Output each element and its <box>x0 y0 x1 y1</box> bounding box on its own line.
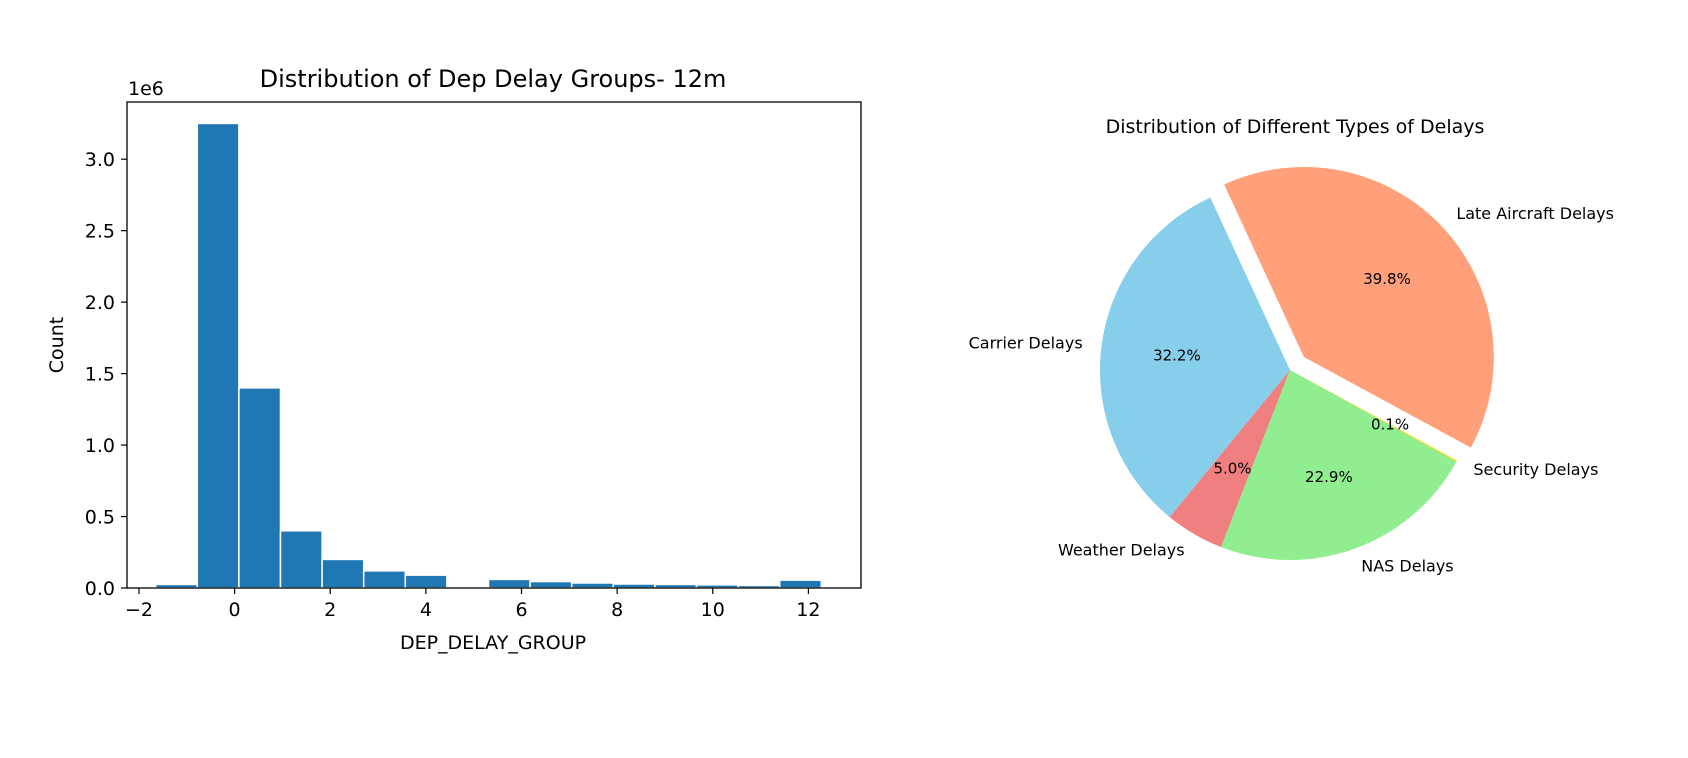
y-axis-ticks: 0.0 0.5 1.0 1.5 2.0 2.5 3.0 <box>85 149 127 600</box>
pie-slice <box>1290 370 1458 462</box>
histogram-bar <box>196 122 240 589</box>
x-axis-ticks: −2 0 2 4 6 8 10 12 <box>125 588 820 621</box>
pie-title: Distribution of Different Types of Delay… <box>1106 116 1485 138</box>
histogram-bar <box>529 580 573 589</box>
pie-percent-label: 22.9% <box>1305 468 1353 486</box>
pie-slice-label: Carrier Delays <box>969 334 1083 353</box>
histogram-bar <box>321 558 365 589</box>
histogram-bar <box>362 570 407 589</box>
y-tick-label: 2.5 <box>85 221 115 243</box>
histogram-bar <box>238 387 282 589</box>
histogram-bar <box>279 530 323 589</box>
y-axis-offset-text: 1e6 <box>128 78 164 100</box>
y-tick-label: 1.5 <box>85 364 115 386</box>
pie-slice-label: Security Delays <box>1473 460 1598 479</box>
histogram-plot-frame <box>126 101 862 589</box>
x-tick-label: 0 <box>229 599 241 621</box>
pie-slice <box>1169 370 1290 548</box>
y-axis-label: Count <box>46 317 68 373</box>
histogram-title: Distribution of Dep Delay Groups- 12m <box>260 65 727 93</box>
pie-percent-label: 39.8% <box>1363 270 1411 288</box>
x-tick-label: 12 <box>796 599 820 621</box>
histogram-bar <box>404 574 448 589</box>
x-axis-label: DEP_DELAY_GROUP <box>400 632 586 654</box>
y-tick-label: 0.5 <box>85 507 115 529</box>
y-tick-label: 0.0 <box>85 578 115 600</box>
histogram-bar <box>487 578 531 589</box>
x-tick-label: 4 <box>420 599 432 621</box>
y-tick-label: 1.0 <box>85 435 115 457</box>
pie-slice <box>1221 370 1457 560</box>
pie-percent-label: 0.1% <box>1371 416 1409 434</box>
x-tick-label: 8 <box>611 599 623 621</box>
y-tick-label: 2.0 <box>85 292 115 314</box>
histogram-bar <box>570 582 615 589</box>
pie-slices <box>1100 167 1494 560</box>
x-tick-label: 10 <box>701 599 725 621</box>
pie-slice-label: Weather Delays <box>1058 540 1185 559</box>
pie-chart: Distribution of Different Types of Delay… <box>969 116 1614 575</box>
histogram-bar <box>778 579 823 589</box>
x-tick-label: 6 <box>515 599 527 621</box>
x-tick-label: −2 <box>125 599 153 621</box>
pie-percent-label: 32.2% <box>1153 347 1201 365</box>
pie-slice <box>1224 167 1494 448</box>
histogram-chart: Distribution of Dep Delay Groups- 12m 1e… <box>46 65 862 654</box>
pie-slice-label: Late Aircraft Delays <box>1456 204 1614 223</box>
pie-slice <box>1100 197 1290 518</box>
pie-labels: 32.2% Carrier Delays 5.0% Weather Delays 22.… <box>969 204 1614 575</box>
pie-slice-label: NAS Delays <box>1361 556 1453 575</box>
pie-percent-label: 5.0% <box>1213 459 1251 477</box>
x-tick-label: 2 <box>324 599 336 621</box>
y-tick-label: 3.0 <box>85 149 115 171</box>
